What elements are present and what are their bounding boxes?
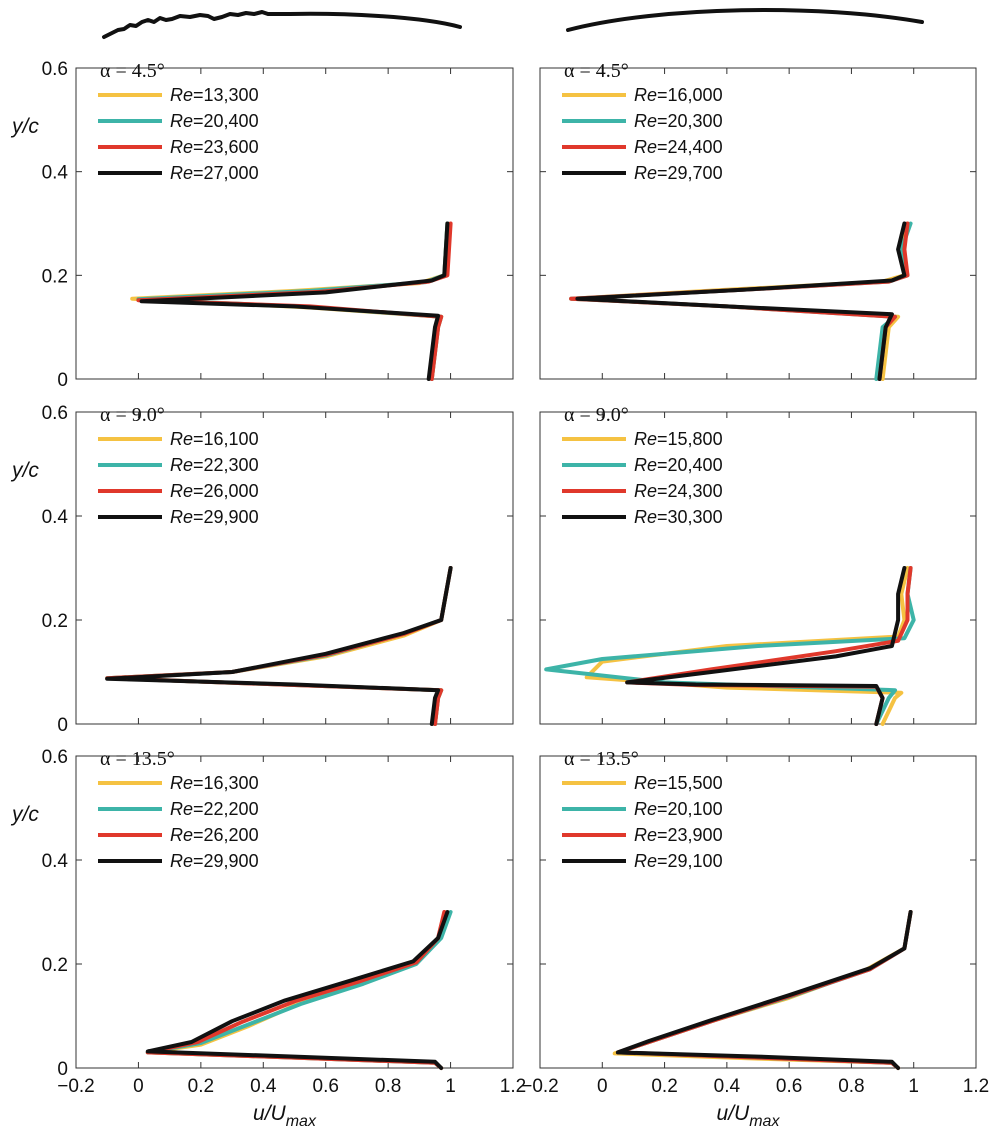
series-line-1 bbox=[584, 566, 910, 726]
x-tick-label: 0.2 bbox=[651, 1076, 677, 1097]
axes-frame bbox=[539, 755, 977, 1069]
series-line-4 bbox=[575, 221, 907, 381]
y-tick-label: 0.4 bbox=[42, 851, 69, 872]
x-tick-label: 0 bbox=[597, 1076, 608, 1097]
y-tick-label: 0.6 bbox=[42, 59, 68, 80]
airfoil-sketches bbox=[102, 8, 924, 39]
legend-entry: Re=29,700 bbox=[634, 163, 723, 183]
legend-entry: Re=20,400 bbox=[170, 111, 259, 131]
y-tick-label: 0.4 bbox=[42, 163, 69, 184]
y-tick-label: 0.2 bbox=[42, 266, 68, 287]
chart-panel-left-row2: 0 0.2 0.4 0.6 y/c α = 9.0°Re=16,100 Re=22,300 R… bbox=[10, 403, 514, 736]
rough-airfoil-sketch bbox=[102, 10, 462, 39]
legend-entry: Re=15,800 bbox=[634, 429, 723, 449]
y-tick-label: 0.2 bbox=[42, 611, 68, 632]
series-line-1 bbox=[612, 910, 913, 1070]
y-tick-label: 0.6 bbox=[42, 747, 68, 768]
x-tick-label: 0.4 bbox=[714, 1076, 741, 1097]
series-line-3 bbox=[615, 910, 913, 1070]
y-tick-label: 0 bbox=[57, 1059, 68, 1080]
legend-entry: Re=20,100 bbox=[634, 799, 723, 819]
legend-entry: Re=15,500 bbox=[634, 773, 723, 793]
y-tick-label: 0.4 bbox=[42, 507, 69, 528]
chart-panel-left-row1: 0 0.2 0.4 0.6 y/c α = 4.5°Re=13,300 Re=20,400 R… bbox=[10, 59, 514, 391]
x-tick-label: 1 bbox=[445, 1076, 456, 1097]
x-tick-label: −0.2 bbox=[521, 1076, 559, 1097]
series-line-4 bbox=[145, 910, 450, 1070]
legend-entry: Re=24,400 bbox=[634, 137, 723, 157]
x-tick-label: 0.6 bbox=[313, 1076, 339, 1097]
legend-entry: Re=23,600 bbox=[170, 137, 259, 157]
legend-entry: Re=16,100 bbox=[170, 429, 259, 449]
legend-entry: Re=22,300 bbox=[170, 455, 259, 475]
legend-entry: Re=29,100 bbox=[634, 851, 723, 871]
series-line-4 bbox=[139, 221, 450, 381]
series-line-2 bbox=[615, 910, 913, 1070]
series-line-2 bbox=[105, 566, 453, 726]
x-tick-label: 1.2 bbox=[963, 1076, 989, 1097]
alpha-annotation: α = 9.0° bbox=[100, 404, 165, 426]
axes-frame bbox=[539, 67, 977, 380]
x-tick-label: 0.8 bbox=[375, 1076, 401, 1097]
y-tick-label: 0.6 bbox=[42, 403, 68, 424]
chart-panel-left-row3: −0.2 0 0.2 0.4 0.6 0.8 1 1.200.20.40.6y/cu/Umax… bbox=[10, 747, 526, 1128]
legend-entry: Re=27,000 bbox=[170, 163, 259, 183]
y-tick-label: 0 bbox=[57, 370, 68, 391]
legend-entry: Re=22,200 bbox=[170, 799, 259, 819]
y-axis-label: y/c bbox=[10, 803, 39, 826]
series-line-4 bbox=[105, 566, 453, 726]
x-axis-label: u/Umax bbox=[717, 1102, 781, 1128]
chart-panel-right-row3: −0.2 0 0.2 0.4 0.6 0.8 1 1.2 u/Umax α = 13.5° Re=1… bbox=[521, 748, 989, 1128]
legend-entry: Re=20,400 bbox=[634, 455, 723, 475]
x-tick-label: 1 bbox=[908, 1076, 919, 1097]
legend-entry: Re=30,300 bbox=[634, 507, 723, 527]
legend-entry: Re=29,900 bbox=[170, 851, 259, 871]
chart-panel-right-row1: α = 4.5°Re=16,000 Re=20,300 Re=24,400 Re=29… bbox=[539, 60, 977, 381]
legend-entry: Re=26,200 bbox=[170, 825, 259, 845]
series-line-4 bbox=[615, 910, 913, 1070]
y-axis-label: y/c bbox=[10, 115, 39, 138]
x-tick-label: 0.2 bbox=[188, 1076, 214, 1097]
series-line-4 bbox=[625, 566, 907, 726]
x-tick-label: 1.2 bbox=[500, 1076, 526, 1097]
x-tick-label: 0.4 bbox=[250, 1076, 277, 1097]
legend-entry: Re=20,300 bbox=[634, 111, 723, 131]
axes-frame bbox=[75, 411, 514, 725]
legend-entry: Re=24,300 bbox=[634, 481, 723, 501]
y-tick-label: 0.2 bbox=[42, 955, 68, 976]
x-tick-label: −0.2 bbox=[57, 1076, 95, 1097]
axes-frame bbox=[75, 755, 514, 1069]
series-line-3 bbox=[145, 910, 447, 1070]
series-line-1 bbox=[105, 566, 453, 726]
legend-entry: Re=23,900 bbox=[634, 825, 723, 845]
x-tick-label: 0 bbox=[133, 1076, 144, 1097]
axes-frame bbox=[539, 411, 977, 725]
legend-entry: Re=13,300 bbox=[170, 85, 259, 105]
smooth-airfoil-sketch bbox=[566, 8, 924, 32]
chart-panel-right-row2: α = 9.0°Re=15,800 Re=20,400 Re=24,300 Re=30… bbox=[539, 404, 977, 726]
y-axis-label: y/c bbox=[10, 459, 39, 482]
x-tick-label: 0.8 bbox=[838, 1076, 864, 1097]
axes-frame bbox=[75, 67, 514, 380]
x-tick-label: 0.6 bbox=[776, 1076, 802, 1097]
legend-entry: Re=16,300 bbox=[170, 773, 259, 793]
alpha-annotation: α = 9.0° bbox=[564, 404, 629, 426]
series-line-3 bbox=[105, 566, 453, 726]
alpha-annotation: α = 13.5° bbox=[100, 748, 175, 770]
x-axis-label: u/Umax bbox=[253, 1102, 317, 1128]
legend-entry: Re=16,000 bbox=[634, 85, 723, 105]
alpha-annotation: α = 4.5° bbox=[100, 60, 165, 82]
series-line-2 bbox=[544, 566, 916, 726]
y-tick-label: 0 bbox=[57, 715, 68, 736]
legend-entry: Re=26,000 bbox=[170, 481, 259, 501]
alpha-annotation: α = 13.5° bbox=[564, 748, 639, 770]
alpha-annotation: α = 4.5° bbox=[564, 60, 629, 82]
legend-entry: Re=29,900 bbox=[170, 507, 259, 527]
